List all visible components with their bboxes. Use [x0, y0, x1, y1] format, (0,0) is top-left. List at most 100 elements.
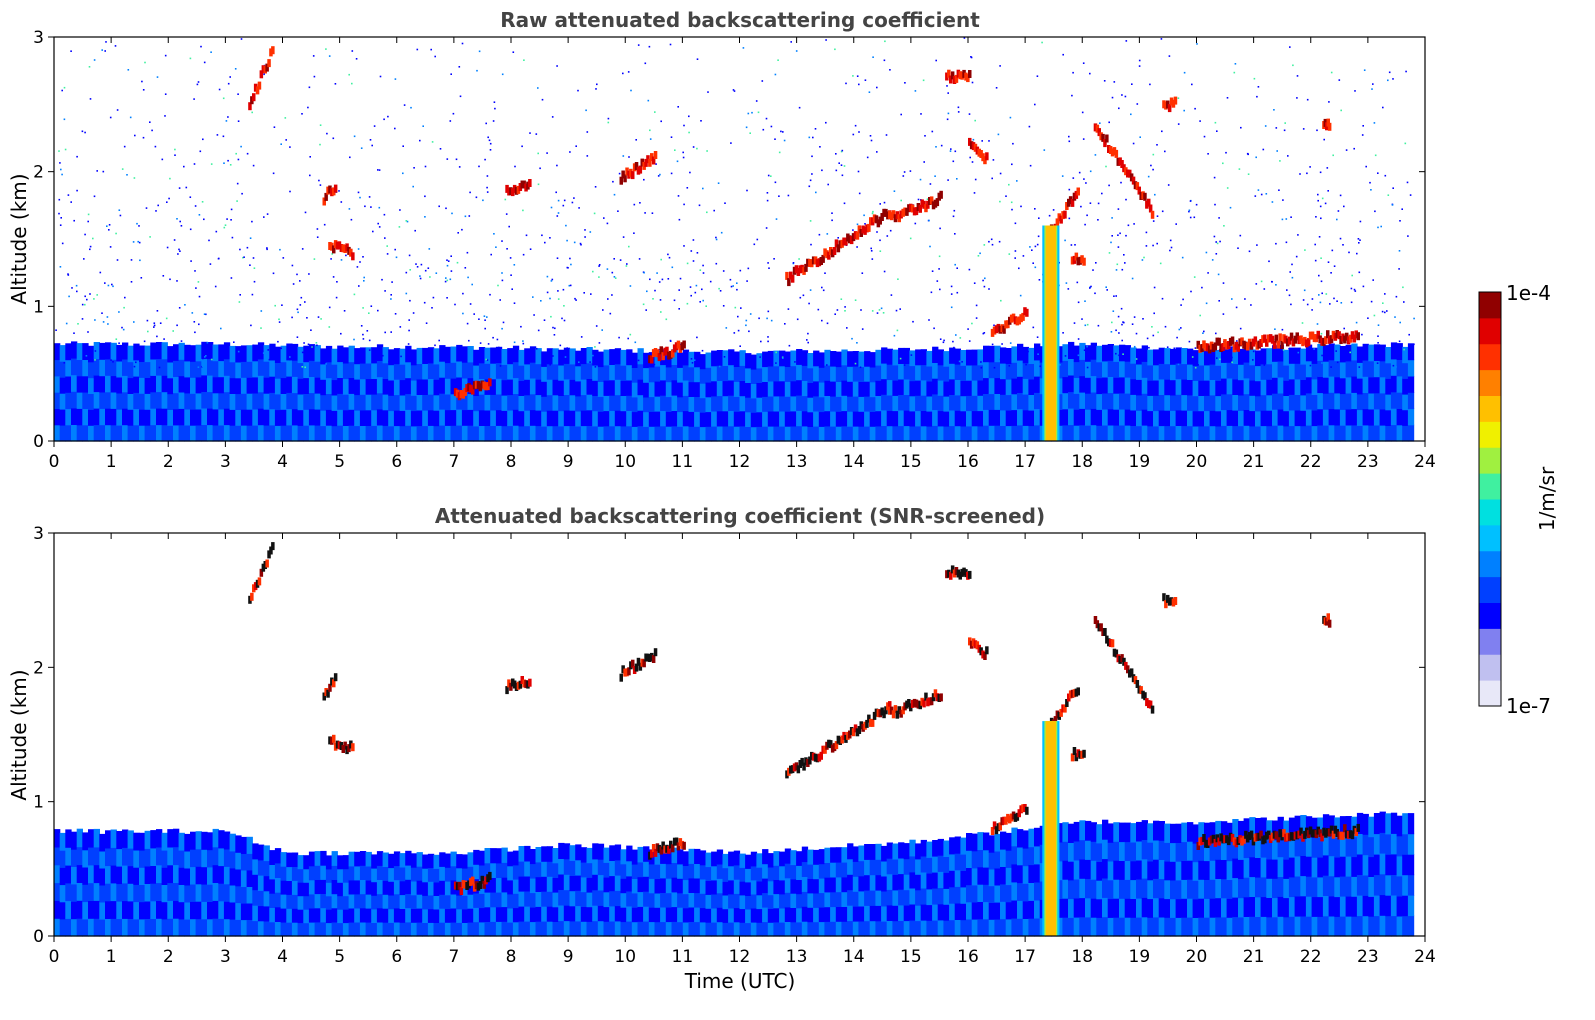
aerosol-cell	[320, 907, 327, 923]
noise-speckle	[1377, 324, 1380, 326]
aerosol-cell	[960, 395, 967, 412]
noise-speckle	[1145, 245, 1148, 247]
noise-speckle	[939, 338, 942, 340]
aerosol-cell	[739, 395, 746, 412]
noise-speckle	[390, 298, 392, 300]
aerosol-cell	[592, 858, 599, 875]
cloud-cell	[248, 102, 252, 111]
aerosol-cell	[223, 918, 231, 937]
aerosol-cell	[382, 908, 389, 923]
aerosol-cell	[524, 845, 531, 862]
aerosol-cell	[694, 921, 701, 937]
aerosol-cell	[773, 425, 780, 442]
aerosol-cell	[1209, 898, 1216, 918]
aerosol-cell	[82, 408, 89, 426]
aerosol-cell	[841, 349, 848, 366]
aerosol-cell	[331, 348, 338, 365]
cloud-cell	[1337, 331, 1341, 340]
aerosol-cell	[1322, 377, 1330, 394]
aerosol-cell	[303, 855, 310, 870]
aerosol-cell	[847, 858, 854, 875]
noise-speckle	[1145, 231, 1148, 234]
aerosol-cell	[881, 921, 888, 937]
noise-speckle	[678, 308, 680, 310]
aerosol-cell	[1351, 896, 1358, 917]
noise-speckle	[306, 317, 308, 319]
noise-speckle	[1084, 300, 1086, 302]
aerosol-cell	[167, 918, 174, 937]
aerosol-cell	[1073, 361, 1080, 378]
aerosol-cell	[93, 882, 100, 901]
aerosol-cell	[920, 871, 927, 889]
aerosol-cell	[495, 877, 503, 893]
aerosol-cell	[1255, 896, 1262, 917]
aerosol-cell	[1294, 855, 1301, 877]
aerosol-cell	[1238, 379, 1245, 396]
cloud-cell	[964, 72, 968, 81]
aerosol-cell	[144, 393, 151, 410]
noise-speckle	[1218, 300, 1220, 302]
aerosol-cell	[983, 377, 990, 394]
noise-speckle	[998, 240, 1001, 243]
aerosol-cell	[240, 425, 248, 442]
aerosol-cell	[1255, 380, 1262, 397]
aerosol-cell	[512, 879, 520, 894]
cloud-cell	[834, 239, 839, 248]
aerosol-cell	[592, 874, 599, 891]
aerosol-cell	[1260, 857, 1267, 878]
noise-speckle	[715, 236, 717, 239]
noise-speckle	[115, 338, 118, 340]
aerosol-cell	[1277, 392, 1284, 410]
noise-speckle	[1143, 256, 1145, 259]
aerosol-cell	[852, 396, 860, 412]
noise-speckle	[1014, 257, 1016, 259]
noise-speckle	[165, 317, 168, 320]
aerosol-cell	[156, 424, 163, 442]
aerosol-cell	[988, 409, 995, 426]
aerosol-cell	[1288, 347, 1296, 364]
aerosol-cell	[869, 905, 876, 922]
aerosol-cell	[201, 374, 208, 392]
aerosol-cell	[1079, 897, 1086, 918]
aerosol-cell	[739, 881, 746, 896]
noise-speckle	[326, 132, 328, 135]
aerosol-cell	[54, 359, 61, 377]
aerosol-cell	[558, 380, 565, 396]
cloud-cell	[903, 207, 907, 216]
noise-speckle	[1108, 121, 1110, 124]
aerosol-cell	[971, 364, 978, 381]
noise-speckle	[399, 326, 402, 328]
noise-speckle	[458, 166, 461, 168]
cloud-cell	[1301, 338, 1305, 347]
aerosol-cell	[223, 866, 231, 885]
cloud-cell	[813, 256, 818, 265]
aerosol-cell	[1130, 823, 1137, 843]
aerosol-cell	[331, 379, 338, 396]
aerosol-cell	[444, 378, 452, 395]
x-tick-label: 18	[1071, 452, 1093, 472]
noise-speckle	[831, 212, 833, 214]
aerosol-cell	[1385, 378, 1392, 395]
aerosol-cell	[354, 379, 361, 396]
noise-speckle	[1239, 234, 1242, 237]
aerosol-cell	[257, 358, 265, 376]
noise-speckle	[1361, 134, 1364, 136]
noise-speckle	[459, 363, 462, 365]
noise-speckle	[157, 204, 159, 207]
aerosol-cell	[552, 921, 559, 937]
cloud-cell	[937, 192, 941, 201]
aerosol-cell	[824, 877, 831, 893]
cloud-cell	[901, 208, 905, 217]
aerosol-cell	[376, 408, 384, 426]
aerosol-cell	[297, 378, 304, 395]
aerosol-cell	[1351, 876, 1358, 897]
noise-speckle	[1304, 249, 1306, 251]
aerosol-cell	[654, 381, 661, 397]
aerosol-cell	[240, 869, 248, 887]
aerosol-cell	[1226, 409, 1233, 426]
aerosol-cell	[705, 852, 712, 868]
aerosol-cell	[93, 358, 100, 376]
noise-speckle	[476, 69, 478, 72]
aerosol-cell	[1260, 348, 1267, 365]
aerosol-cell	[65, 343, 72, 361]
